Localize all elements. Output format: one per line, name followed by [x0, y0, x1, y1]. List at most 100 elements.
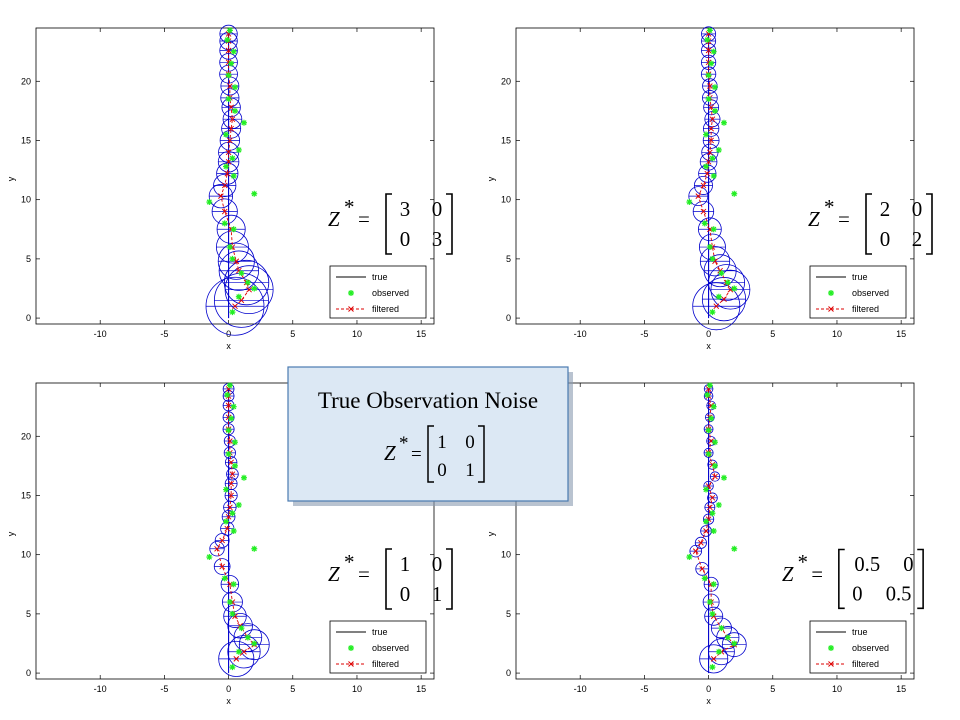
- observed-point: [710, 528, 717, 534]
- y-tick-label: 20: [21, 76, 31, 86]
- observed-point: [706, 382, 713, 389]
- matrix-entry: 1: [432, 582, 443, 606]
- legend: true observed filtered: [329, 265, 427, 319]
- legend-observed-swatch: [828, 290, 834, 296]
- observed-point: [709, 610, 716, 617]
- observed-point: [731, 285, 738, 292]
- observed-point: [226, 27, 233, 34]
- matrix-entry: 0.5: [886, 583, 912, 605]
- x-tick-label: -10: [94, 684, 107, 694]
- legend-filtered-label: filtered: [372, 304, 399, 314]
- matrix-entry: 0.5: [854, 554, 880, 576]
- observed-point: [705, 451, 712, 458]
- matrix-bracket-right: [926, 193, 933, 255]
- legend-filtered-marker: [348, 661, 354, 667]
- filtered-point: [233, 258, 240, 265]
- observed-point: [230, 226, 237, 233]
- legend-observed-label: observed: [372, 288, 409, 298]
- legend-true-label: true: [372, 272, 388, 282]
- legend: true observed filtered: [329, 620, 427, 674]
- filtered-point: [228, 492, 234, 499]
- matrix-bracket-right: [446, 193, 453, 255]
- x-axis-label: x: [706, 341, 711, 351]
- x-tick-label: 10: [352, 329, 362, 339]
- observed-point: [251, 285, 258, 292]
- observed-point: [221, 220, 228, 227]
- filtered-point: [700, 182, 707, 189]
- observed-point: [229, 309, 236, 316]
- legend-filtered-marker: [828, 306, 834, 312]
- observed-point: [230, 581, 237, 588]
- x-tick-label: 15: [416, 684, 426, 694]
- matrix-bracket-right: [917, 548, 924, 610]
- observed-point: [709, 255, 716, 262]
- observed-point: [709, 664, 716, 671]
- observed-point: [229, 155, 236, 162]
- observed-point: [228, 415, 235, 422]
- callout-bracket-right: [478, 425, 485, 483]
- filtered-point: [692, 548, 699, 554]
- x-tick-label: 10: [352, 684, 362, 694]
- matrix-bracket-left: [385, 193, 392, 255]
- y-tick-label: 5: [26, 254, 31, 264]
- matrix-entry: 0: [400, 227, 411, 251]
- matrix-bracket-left: [865, 193, 872, 255]
- observed-point: [206, 199, 213, 206]
- x-tick-label: 5: [770, 329, 775, 339]
- observed-point: [229, 510, 236, 517]
- filtered-point: [229, 471, 236, 477]
- x-tick-label: 15: [896, 684, 906, 694]
- observed-point: [706, 27, 713, 34]
- matrix-entry: 0: [400, 582, 411, 606]
- x-axis-label: x: [706, 696, 711, 706]
- x-tick-label: 10: [832, 329, 842, 339]
- y-axis-label: y: [486, 176, 496, 181]
- observed-point: [226, 244, 233, 251]
- filtered-point: [221, 182, 228, 189]
- matrix-annotation: Z * = 3 00 3: [328, 193, 453, 255]
- matrix-label: Z: [782, 564, 794, 586]
- matrix-equals: =: [358, 562, 370, 586]
- filtered-point: [708, 125, 714, 132]
- observed-point: [705, 427, 712, 434]
- y-tick-label: 20: [21, 431, 31, 441]
- observed-point: [230, 173, 237, 179]
- observed-point: [705, 96, 712, 103]
- legend-filtered-label: filtered: [852, 304, 879, 314]
- observed-point: [706, 244, 713, 251]
- observed-point: [715, 648, 722, 655]
- y-axis-label: y: [6, 531, 16, 536]
- matrix-label: Z: [808, 207, 820, 231]
- matrix-annotation: Z * = 1 00 1: [328, 548, 453, 610]
- y-tick-label: 5: [26, 609, 31, 619]
- x-tick-label: -10: [574, 329, 587, 339]
- observed-point: [228, 60, 235, 67]
- legend-true-label: true: [372, 627, 388, 637]
- callout-matrix: Z *=1 00 1: [384, 425, 485, 483]
- observed-point: [715, 501, 722, 508]
- observed-point: [244, 279, 251, 286]
- filtered-point: [229, 116, 236, 122]
- observed-point: [238, 625, 245, 632]
- observed-point: [251, 640, 258, 647]
- callout-bracket-left: [427, 425, 434, 483]
- y-tick-label: 15: [21, 490, 31, 500]
- callout-matrix-equals: =: [411, 444, 422, 465]
- filtered-point: [228, 125, 234, 132]
- legend-filtered-label: filtered: [372, 659, 399, 669]
- observed-point: [718, 625, 725, 632]
- matrix-superscript: *: [344, 550, 355, 574]
- observed-point: [710, 226, 717, 233]
- matrix-entry: 0: [903, 554, 913, 576]
- observed-point: [706, 599, 713, 606]
- filtered-point: [232, 303, 238, 310]
- matrix-entry: 2: [912, 227, 923, 251]
- observed-point: [235, 146, 242, 153]
- observed-point: [240, 474, 247, 481]
- matrix-entry: 0: [912, 197, 923, 221]
- filtered-point: [219, 563, 225, 570]
- observed-point: [705, 72, 712, 79]
- observed-point: [703, 518, 710, 525]
